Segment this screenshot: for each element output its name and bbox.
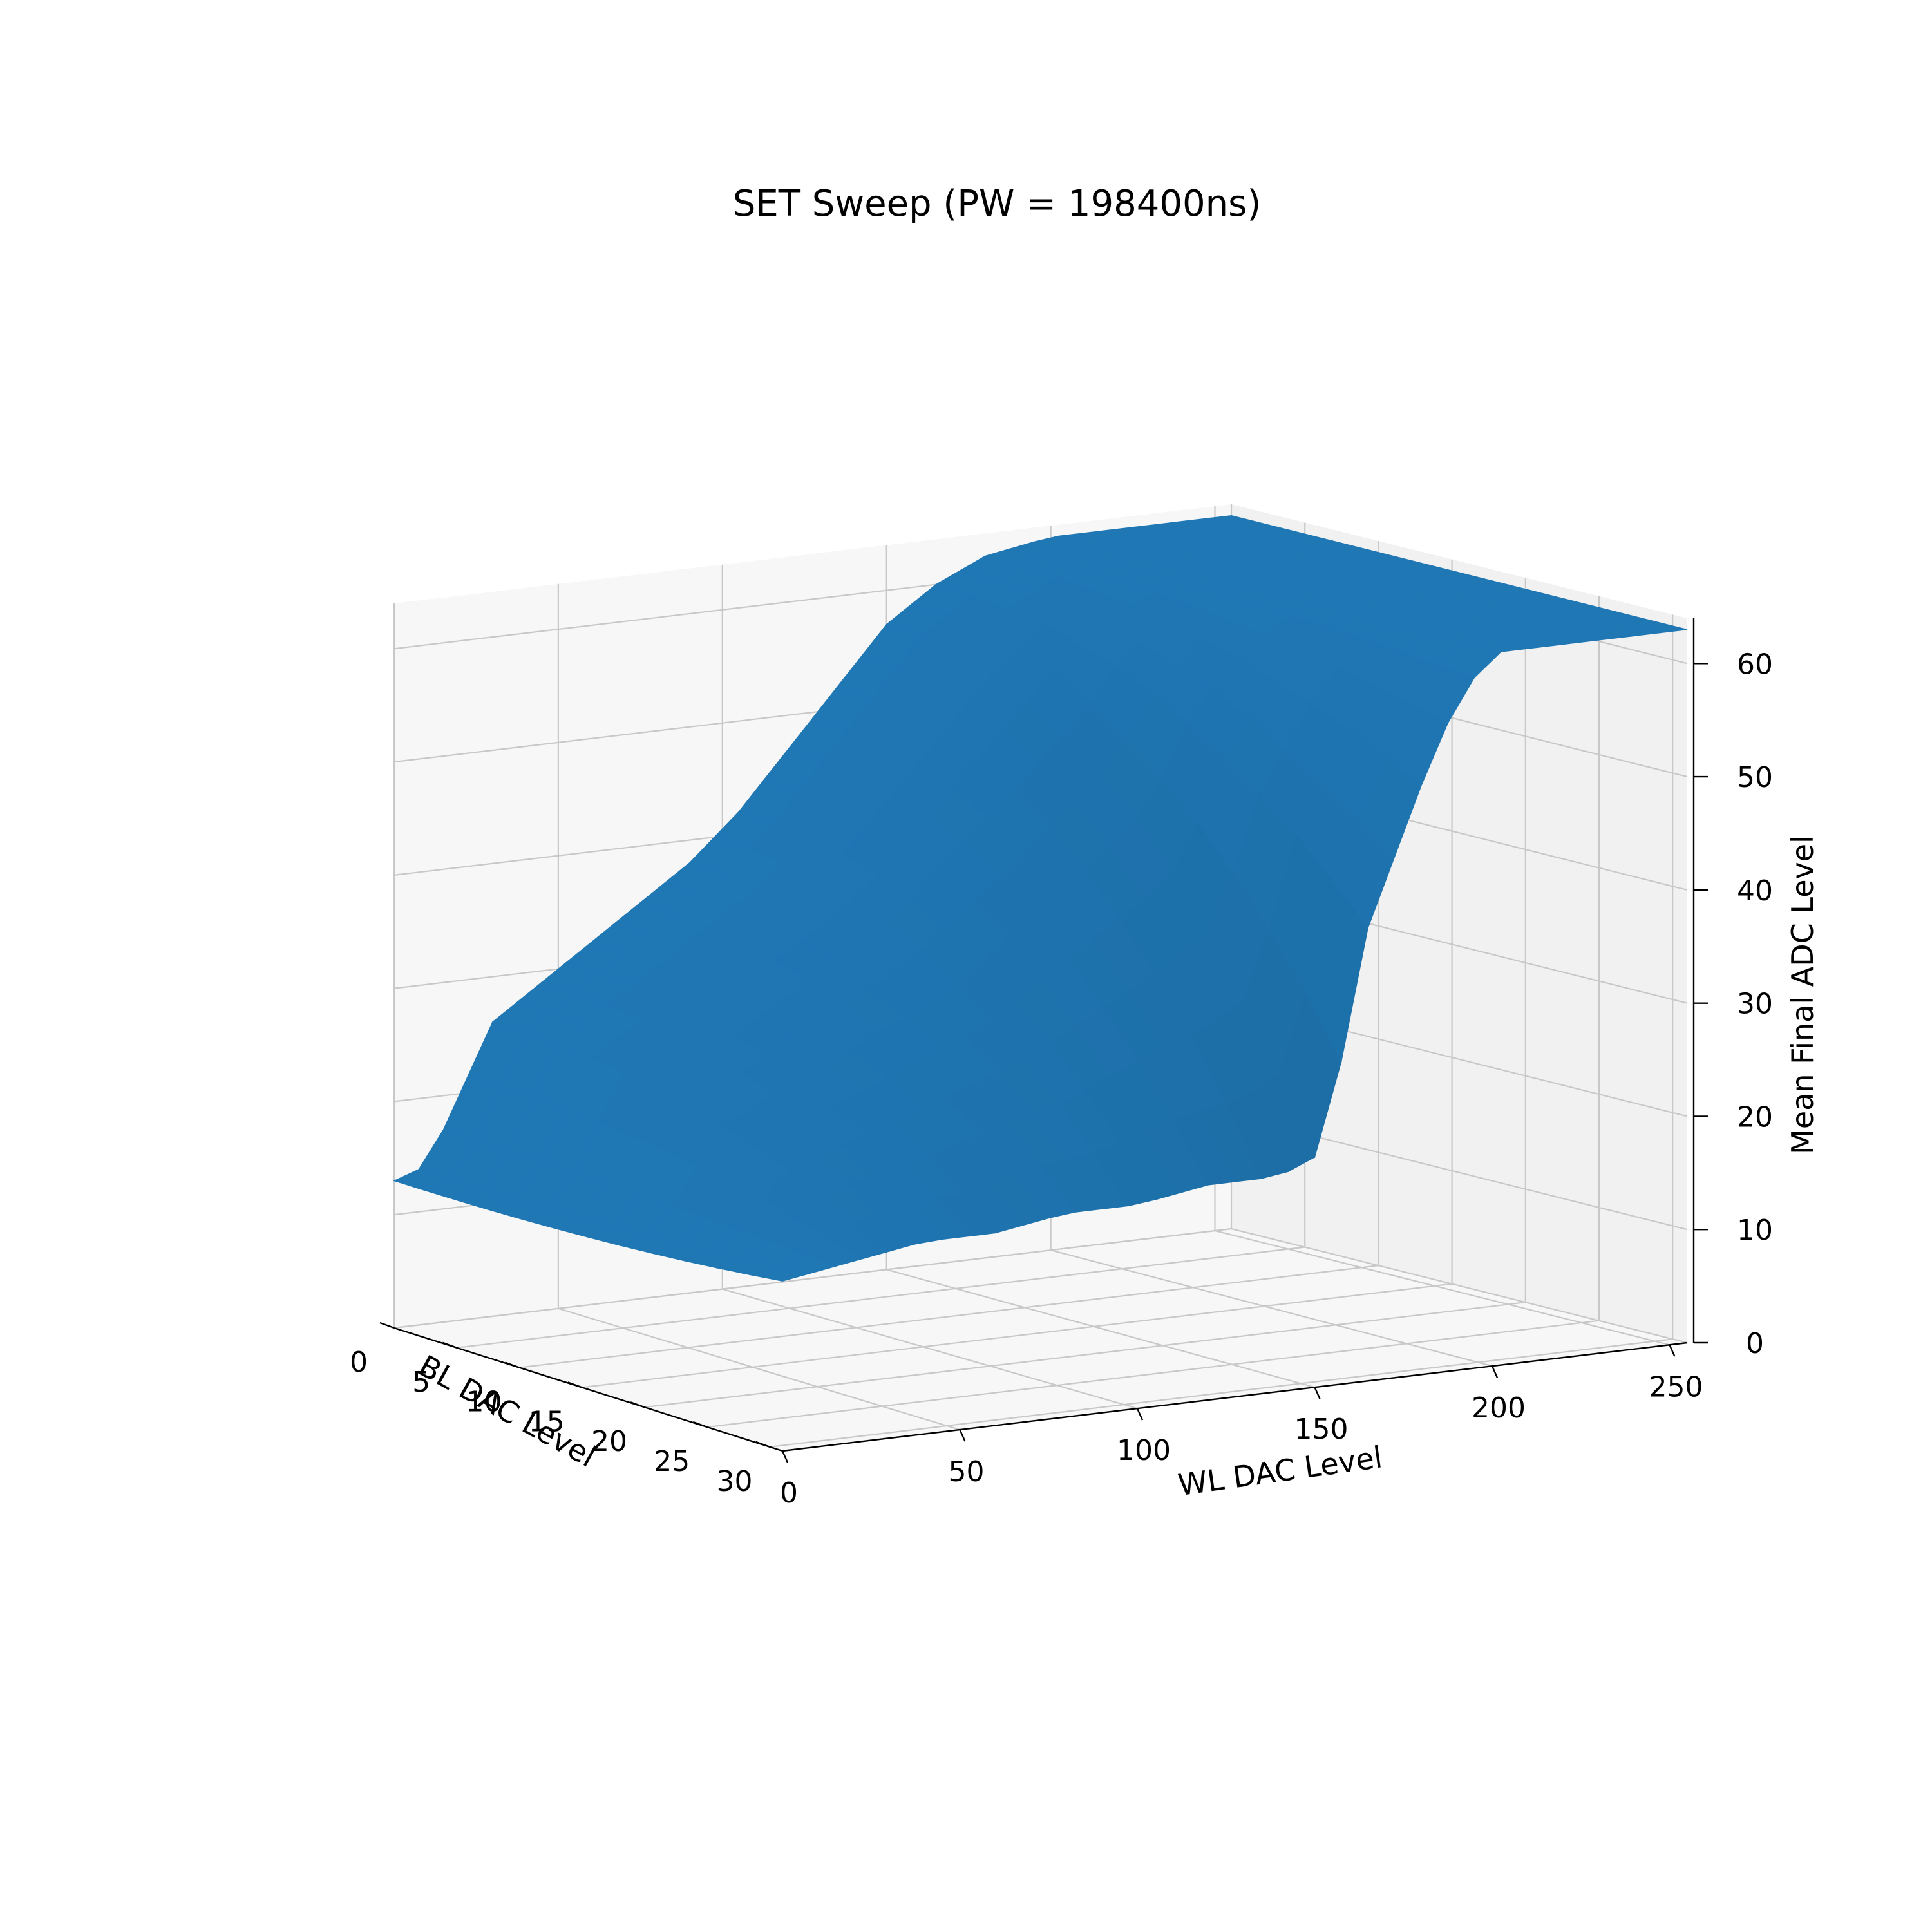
z-axis-label: Mean Final ADC Level — [1785, 835, 1820, 1155]
y-tick-label: 25 — [654, 1445, 690, 1478]
x-tick-label: 200 — [1472, 1392, 1526, 1425]
z-tick-label: 50 — [1737, 761, 1773, 794]
surface-facet — [1622, 620, 1688, 634]
floor-pane — [394, 1229, 1687, 1451]
x-tick-label: 100 — [1117, 1434, 1171, 1467]
z-tick-label: 20 — [1737, 1101, 1773, 1133]
axis-lines — [379, 618, 1708, 1463]
z-tick-label: 60 — [1737, 648, 1773, 681]
surface-plot — [393, 515, 1688, 1282]
x-tick-label: 150 — [1294, 1413, 1348, 1446]
x-tick-label: 50 — [948, 1455, 984, 1488]
y-axis-line — [393, 1327, 783, 1452]
chart-title: SET Sweep (PW = 198400ns) — [733, 183, 1261, 225]
y-tick-mark — [442, 1341, 457, 1349]
y-tick-mark — [692, 1421, 708, 1428]
z-tick-label: 30 — [1737, 988, 1773, 1021]
y-tick-mark — [755, 1441, 770, 1448]
x-tick-label: 250 — [1649, 1370, 1703, 1403]
x-tick-label: 0 — [780, 1477, 798, 1510]
z-tick-label: 0 — [1746, 1327, 1764, 1360]
x-tick-mark — [959, 1429, 966, 1442]
x-tick-mark — [781, 1450, 789, 1463]
x-tick-mark — [1314, 1387, 1321, 1399]
y-tick-label: 30 — [717, 1465, 753, 1498]
grid-line-z — [393, 1227, 1688, 1344]
tick-labels: 0 50 100 150 200 250 0 5 10 15 20 25 30 0 10 20 30 40 50 60 — [350, 648, 1773, 1510]
y-tick-label: 15 — [529, 1405, 565, 1438]
y-tick-mark — [567, 1381, 583, 1388]
y-tick-label: 10 — [466, 1386, 502, 1419]
z-tick-label: 40 — [1737, 875, 1773, 907]
y-tick-label: 20 — [591, 1425, 627, 1458]
y-tick-label: 0 — [350, 1346, 368, 1379]
y-tick-mark — [379, 1321, 395, 1329]
y-tick-label: 5 — [412, 1366, 430, 1399]
x-tick-mark — [1669, 1344, 1676, 1357]
y-tick-mark — [505, 1361, 520, 1368]
z-tick-label: 10 — [1737, 1214, 1773, 1247]
x-axis-label: WL DAC Level — [1176, 1439, 1385, 1502]
x-tick-mark — [1491, 1365, 1499, 1378]
x-axis-line — [782, 1341, 1688, 1452]
y-tick-mark — [630, 1401, 645, 1408]
x-tick-mark — [1136, 1408, 1144, 1421]
